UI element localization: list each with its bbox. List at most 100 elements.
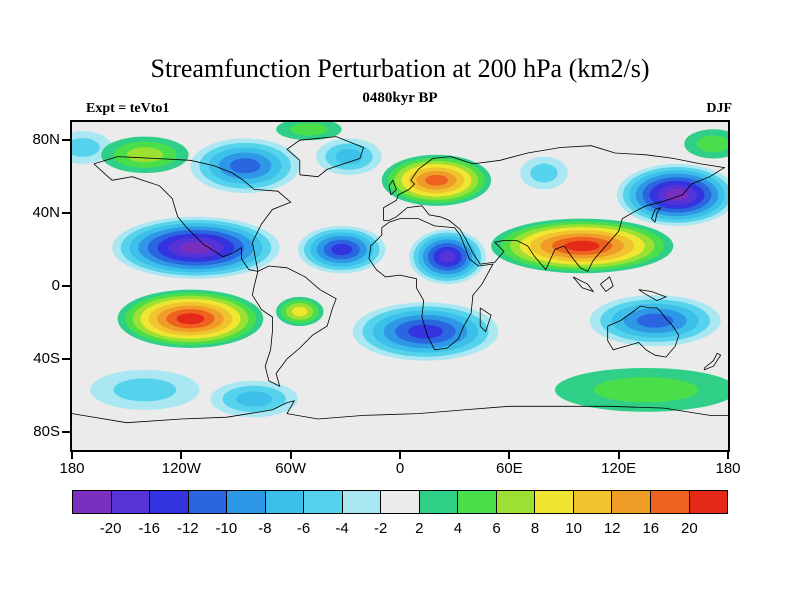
- colorbar-box: [226, 490, 266, 514]
- colorbar-box: [110, 490, 151, 514]
- lon-tick-label: 0: [395, 460, 405, 477]
- contour-band: [593, 377, 699, 403]
- coastline-path: [479, 307, 492, 333]
- lat-tick: [62, 285, 70, 287]
- lon-tick-label: 60E: [495, 460, 523, 477]
- contour-band: [637, 313, 674, 328]
- contour-band: [335, 149, 363, 165]
- colorbar-box: [303, 490, 343, 514]
- colorbar-tick-label: 8: [530, 520, 540, 537]
- contour-band: [230, 158, 261, 174]
- experiment-label: Expt = teVto1: [86, 101, 170, 116]
- colorbar-tick-label: -4: [335, 520, 349, 537]
- chart-subtitle: 0480kyr BP: [362, 90, 438, 106]
- colorbar-tick-label: 6: [492, 520, 501, 537]
- coastline-path: [703, 352, 722, 371]
- chart-title: Streamfunction Perturbation at 200 hPa (…: [150, 54, 650, 83]
- colorbar-box: [495, 490, 536, 514]
- contour-band: [290, 123, 328, 136]
- colorbar-box: [187, 490, 228, 514]
- colorbar-tick-label: -16: [138, 520, 161, 537]
- colorbar-tick-label: -6: [296, 520, 311, 537]
- colorbar-tick-label: 16: [642, 520, 660, 537]
- contour-band: [236, 391, 273, 407]
- coastline-path: [368, 218, 494, 351]
- colorbar-box: [534, 490, 574, 514]
- season-label: DJF: [706, 101, 732, 116]
- contour-band: [180, 241, 212, 254]
- lon-tick-label: 120W: [161, 460, 201, 477]
- colorbar-tick-label: 12: [603, 520, 621, 537]
- colorbar-box: [649, 490, 690, 514]
- colorbar-tick-label: -8: [258, 520, 272, 537]
- lat-tick: [62, 430, 70, 433]
- contour-band: [408, 324, 443, 339]
- colorbar-box: [572, 490, 613, 514]
- lat-tick: [62, 212, 70, 215]
- contour-band: [564, 240, 600, 252]
- colorbar-box: [264, 490, 305, 514]
- coastline-path: [286, 136, 365, 178]
- colorbar-box: [72, 490, 112, 514]
- colorbar-tick-label: 4: [453, 520, 463, 537]
- coastline-path: [651, 206, 662, 223]
- contour-band: [530, 163, 558, 183]
- lat-tick-label: 0: [51, 277, 60, 294]
- lon-tick: [180, 452, 183, 459]
- contour-band: [424, 174, 448, 186]
- map-frame: [70, 120, 730, 452]
- lat-tick-label: 40S: [33, 349, 60, 367]
- colorbar: [72, 490, 729, 514]
- lon-tick: [289, 452, 292, 459]
- lat-tick-label: 40N: [32, 204, 60, 222]
- coastline-path: [383, 145, 726, 272]
- colorbar-box: [457, 490, 497, 514]
- lon-tick-label: 120E: [601, 460, 637, 477]
- colorbar-box: [380, 490, 420, 514]
- colorbar-tick-label: -12: [176, 520, 199, 537]
- contour-band: [113, 378, 177, 402]
- coastline-path: [600, 276, 614, 293]
- colorbar-tick-label: 20: [681, 520, 698, 537]
- contour-band: [439, 251, 456, 263]
- colorbar-tick-label: -10: [215, 520, 238, 537]
- lon-tick: [617, 452, 620, 459]
- colorbar-tick-label: 10: [565, 520, 582, 537]
- world-map: [72, 122, 728, 450]
- contour-band: [331, 243, 353, 256]
- lat-tick: [62, 357, 70, 360]
- contour-band: [665, 189, 689, 201]
- colorbar-labels: -20 -16 -12 -10 -8 -6 -4 -2 2 4 6 8 10 12 16 20: [72, 520, 728, 540]
- colorbar-tick-label: -2: [374, 520, 388, 537]
- colorbar-box: [418, 490, 459, 514]
- coastline-path: [572, 276, 595, 293]
- coastline-path: [251, 265, 337, 387]
- lon-tick-label: 180: [715, 460, 741, 477]
- contour-band: [72, 138, 100, 157]
- lon-tick: [71, 452, 73, 459]
- coastline-path: [388, 179, 397, 196]
- lon-tick-label: 180: [59, 460, 85, 477]
- coastlines: [72, 136, 728, 424]
- colorbar-box: [688, 490, 729, 514]
- lat-tick-label: 80S: [33, 422, 60, 440]
- coastline-path: [607, 305, 680, 358]
- lon-tick: [399, 452, 401, 459]
- colorbar-tick-label: 2: [415, 520, 424, 537]
- contour-band: [696, 135, 728, 153]
- coastline-path: [72, 400, 728, 424]
- contour-band: [291, 306, 308, 317]
- anomaly-contours: [72, 122, 728, 418]
- contour-band: [176, 313, 205, 325]
- contour-band: [126, 147, 164, 163]
- lon-tick: [727, 452, 729, 459]
- colorbar-box: [341, 490, 382, 514]
- lon-tick-label: 60W: [275, 460, 307, 477]
- colorbar-box: [611, 490, 651, 514]
- lat-tick-label: 80N: [32, 131, 60, 149]
- lat-tick: [62, 139, 70, 142]
- lon-tick: [508, 452, 511, 459]
- colorbar-tick-label: -20: [99, 520, 122, 537]
- coastline-path: [638, 289, 668, 302]
